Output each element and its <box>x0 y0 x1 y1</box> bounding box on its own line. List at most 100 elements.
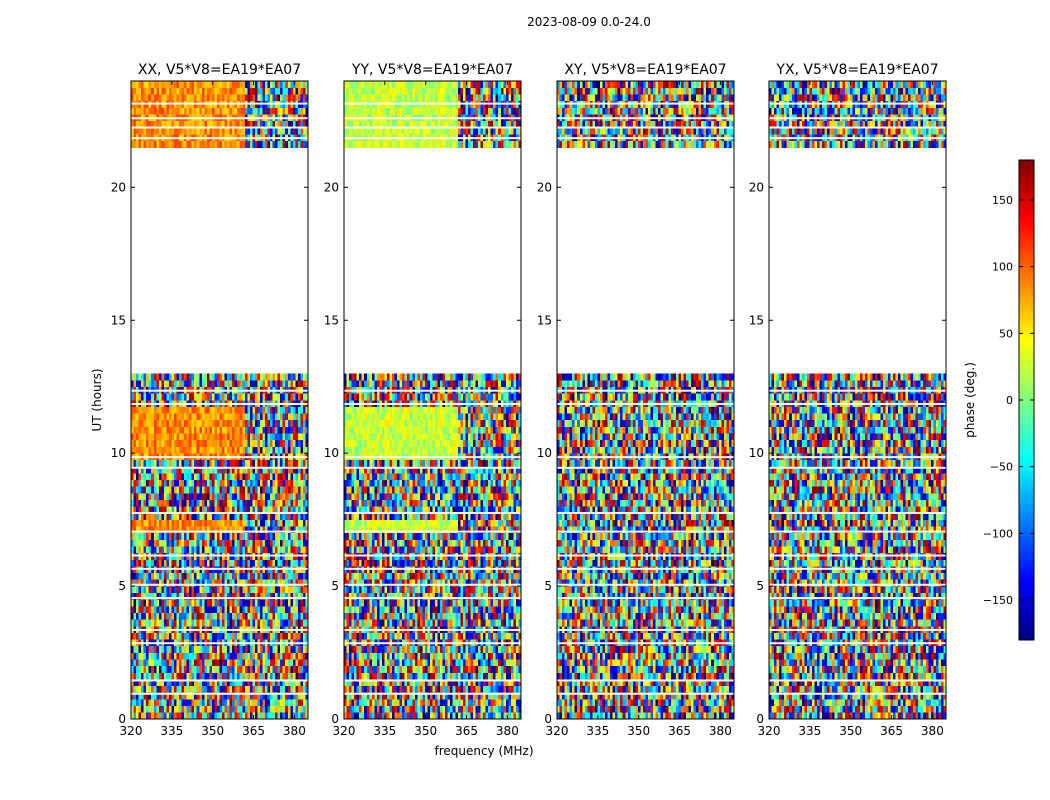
heatmap-cell <box>277 546 281 554</box>
heatmap-cell <box>272 579 276 587</box>
heatmap-cell <box>297 426 301 434</box>
heatmap-cell <box>181 692 185 700</box>
heatmap-cell <box>161 406 165 414</box>
heatmap-cell <box>247 532 251 540</box>
heatmap-cell <box>285 406 289 414</box>
heatmap-cell <box>133 705 137 713</box>
heatmap-cell <box>371 699 375 707</box>
heatmap-cell <box>204 127 208 135</box>
heatmap-cell <box>168 439 172 447</box>
heatmap-cell <box>445 665 448 673</box>
heatmap-cell <box>297 87 301 95</box>
heatmap-cell <box>186 539 190 547</box>
heatmap-cell <box>237 705 241 713</box>
heatmap-cell <box>151 526 155 534</box>
heatmap-cell <box>219 652 223 660</box>
heatmap-cell <box>189 479 192 487</box>
heatmap-cell <box>234 526 238 534</box>
heatmap-cell <box>184 592 187 600</box>
heatmap-cell <box>262 579 266 587</box>
heatmap-cell <box>179 572 182 580</box>
heatmap-cell <box>508 705 512 713</box>
heatmap-cell <box>292 519 296 527</box>
heatmap-cell <box>216 373 220 381</box>
heatmap-cell <box>386 659 390 667</box>
heatmap-cell <box>179 699 182 707</box>
heatmap-cell <box>290 692 294 700</box>
heatmap-cell <box>359 712 362 720</box>
heatmap-cell <box>277 619 281 627</box>
heatmap-cell <box>467 679 471 687</box>
heatmap-cell <box>259 486 263 494</box>
heatmap-cell <box>495 712 499 720</box>
heatmap-cell <box>515 672 519 680</box>
heatmap-cell <box>361 692 365 700</box>
heatmap-cell <box>280 546 284 554</box>
heatmap-cell <box>143 705 147 713</box>
heatmap-cell <box>222 572 225 580</box>
heatmap-cell <box>232 599 235 607</box>
heatmap-cell <box>369 705 373 713</box>
heatmap-cell <box>146 526 149 534</box>
heatmap-cell <box>295 705 299 713</box>
heatmap-cell <box>153 599 157 607</box>
heatmap-cell <box>344 659 347 667</box>
heatmap-cell <box>179 546 182 554</box>
heatmap-cell <box>297 532 301 540</box>
y-tick-label: 20 <box>111 180 126 194</box>
heatmap-cell <box>252 87 256 95</box>
heatmap-cell <box>232 519 235 527</box>
heatmap-cell <box>247 81 251 88</box>
heatmap-cell <box>503 679 507 687</box>
heatmap-cell <box>302 459 306 467</box>
heatmap-cell <box>254 406 258 414</box>
heatmap-cell <box>259 645 263 653</box>
heatmap-cell <box>295 539 299 547</box>
heatmap-cell <box>280 120 284 128</box>
heatmap-cell <box>277 87 281 95</box>
heatmap-cell <box>346 685 350 693</box>
heatmap-cell <box>232 699 235 707</box>
heatmap-cell <box>508 692 512 700</box>
heatmap-cell <box>211 140 215 148</box>
heatmap-cell <box>176 685 180 693</box>
heatmap-cell <box>455 679 459 687</box>
heatmap-cell <box>209 539 213 547</box>
heatmap-cell <box>141 419 144 427</box>
heatmap-cell <box>224 659 228 667</box>
heatmap-cell <box>285 699 289 707</box>
heatmap-cell <box>292 459 296 467</box>
heatmap-cell <box>204 606 208 613</box>
heatmap-cell <box>234 685 238 693</box>
heatmap-cell <box>242 506 246 514</box>
heatmap-cell <box>232 539 235 547</box>
heatmap-cell <box>300 532 304 540</box>
heatmap-cell <box>397 699 400 707</box>
heatmap-cell <box>201 506 205 514</box>
heatmap-cell <box>227 140 230 148</box>
heatmap-cell <box>143 619 147 627</box>
heatmap-cell <box>151 539 155 547</box>
heatmap-cell <box>232 446 235 454</box>
heatmap-cell <box>237 546 241 554</box>
heatmap-cell <box>427 705 431 713</box>
heatmap-cell <box>412 699 416 707</box>
heatmap-cell <box>277 466 281 474</box>
heatmap-cell <box>189 586 192 594</box>
heatmap-cell <box>206 473 210 481</box>
heatmap-cell <box>184 499 187 507</box>
heatmap-cell <box>369 672 373 680</box>
heatmap-cell <box>384 712 388 720</box>
heatmap-cell <box>272 466 276 474</box>
heatmap-cell <box>244 479 248 487</box>
heatmap-cell <box>270 433 273 441</box>
heatmap-cell <box>158 519 162 527</box>
heatmap-cell <box>242 493 246 500</box>
heatmap-cell <box>412 692 416 700</box>
heatmap-cell <box>161 679 165 687</box>
heatmap-cell <box>234 645 238 653</box>
heatmap-cell <box>136 572 139 580</box>
heatmap-cell <box>214 479 218 487</box>
heatmap-cell <box>158 592 162 600</box>
heatmap-cell <box>166 586 170 594</box>
